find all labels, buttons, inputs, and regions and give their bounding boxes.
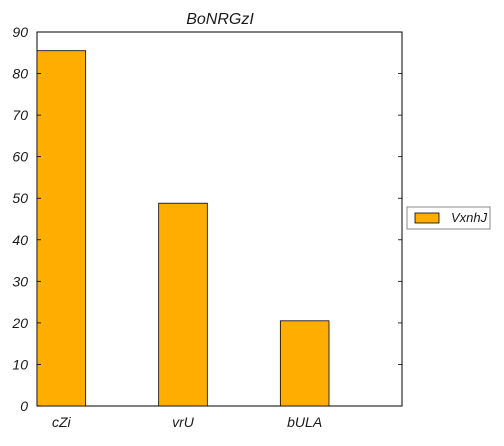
y-tick-label: 0 <box>20 398 28 414</box>
y-tick-label: 30 <box>12 273 28 289</box>
legend: VxnhJ <box>406 206 491 230</box>
y-tick-label: 70 <box>12 107 28 123</box>
bar-bULA <box>279 320 330 407</box>
plot-area <box>36 31 403 407</box>
chart-title: BoNRGzI <box>186 11 254 28</box>
bar-group <box>36 50 330 407</box>
x-tick-label: cZi <box>52 414 72 430</box>
y-tick-label: 50 <box>12 190 28 206</box>
legend-swatch <box>414 212 440 224</box>
x-tick-label: bULA <box>287 414 322 430</box>
y-tick-label: 10 <box>12 356 28 372</box>
bar-vrU <box>158 202 208 407</box>
legend-box <box>406 206 491 230</box>
x-axis: cZi vrU bULA <box>52 414 322 430</box>
legend-label: VxnhJ <box>451 210 488 225</box>
y-tick-label: 20 <box>11 315 28 331</box>
y-axis: 0 10 20 30 40 50 60 70 80 90 <box>11 24 402 414</box>
y-tick-label: 80 <box>12 66 28 82</box>
y-tick-label: 60 <box>12 149 28 165</box>
x-tick-label: vrU <box>172 414 195 430</box>
y-tick-label: 40 <box>12 232 28 248</box>
bar-cZi <box>36 50 87 407</box>
y-tick-label: 90 <box>12 24 28 40</box>
